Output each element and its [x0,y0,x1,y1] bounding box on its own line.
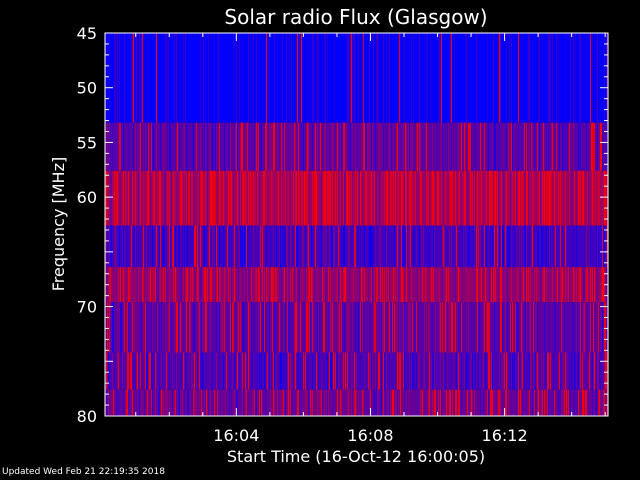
y-tick-label: 55 [77,133,97,152]
y-axis-label: Frequency [MHz] [49,157,68,291]
chart-title: Solar radio Flux (Glasgow) [224,5,487,29]
y-tick-label: 80 [77,407,97,426]
y-tick-label: 60 [77,188,97,207]
plot-frame [104,32,609,417]
x-tick-label: 16:12 [482,426,528,445]
axes: 45 50 55 60 70 80 16:04 16:08 16:12 [77,24,609,445]
y-tick-label: 45 [77,24,97,43]
x-axis-label: Start Time (16-Oct-12 16:00:05) [227,447,485,466]
y-tick-label: 70 [77,298,97,317]
y-tick-label: 50 [77,79,97,98]
x-tick-label: 16:08 [347,426,393,445]
updated-timestamp: Updated Wed Feb 21 22:19:35 2018 [2,467,165,477]
x-tick-label: 16:04 [213,426,259,445]
heatmap-band [105,33,608,123]
heatmap-area [104,33,609,416]
